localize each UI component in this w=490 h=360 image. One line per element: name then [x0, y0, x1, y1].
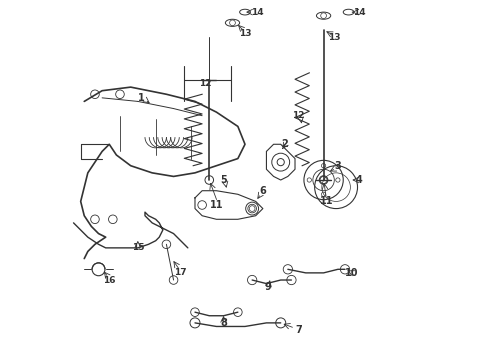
Text: 17: 17 — [174, 268, 187, 277]
Text: 4: 4 — [356, 175, 363, 185]
Text: 14: 14 — [251, 8, 264, 17]
Text: 11: 11 — [210, 200, 223, 210]
Text: 11: 11 — [320, 197, 334, 206]
Text: 13: 13 — [328, 33, 341, 42]
Text: 6: 6 — [260, 186, 266, 196]
Text: 16: 16 — [103, 275, 116, 284]
Text: 12: 12 — [199, 79, 212, 88]
Text: 2: 2 — [281, 139, 288, 149]
Text: 9: 9 — [265, 282, 271, 292]
Text: 13: 13 — [239, 29, 251, 38]
Text: 1: 1 — [138, 93, 145, 103]
Text: 3: 3 — [335, 161, 341, 171]
Text: 15: 15 — [132, 243, 144, 252]
Text: 5: 5 — [220, 175, 227, 185]
Text: 10: 10 — [345, 268, 359, 278]
Text: 12: 12 — [293, 111, 305, 120]
Text: 7: 7 — [295, 325, 302, 335]
Text: 14: 14 — [353, 8, 366, 17]
Text: 8: 8 — [220, 318, 227, 328]
